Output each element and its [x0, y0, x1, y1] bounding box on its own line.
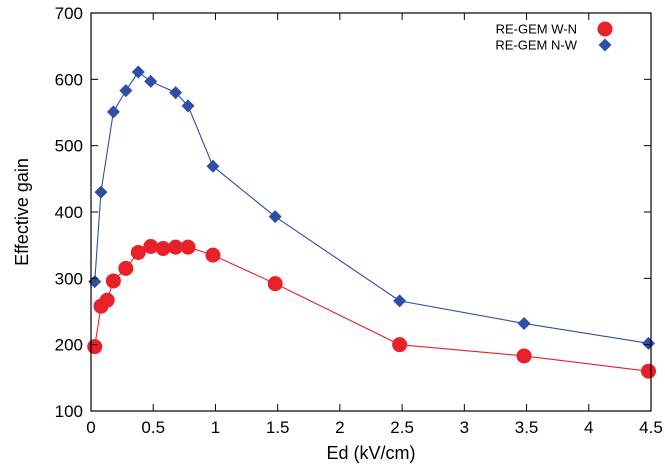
x-tick-label: 2.5: [390, 418, 414, 437]
x-tick-label: 0: [86, 418, 95, 437]
x-axis-title: Ed (kV/cm): [326, 443, 415, 463]
x-tick-label: 0.5: [141, 418, 165, 437]
data-point-re-gem-w-n: [155, 240, 171, 256]
data-point-re-gem-w-n: [267, 276, 283, 292]
data-point-re-gem-n-w: [169, 86, 183, 100]
data-point-re-gem-n-w: [268, 210, 282, 224]
legend-marker: [598, 38, 612, 52]
data-point-re-gem-w-n: [87, 339, 103, 355]
series-re-gem-n-w: [88, 65, 656, 350]
data-point-re-gem-w-n: [641, 363, 657, 379]
x-tick-label: 4.5: [639, 418, 663, 437]
data-point-re-gem-n-w: [144, 74, 158, 88]
y-tick-label: 400: [55, 203, 83, 222]
y-tick-label: 700: [55, 4, 83, 23]
data-point-re-gem-w-n: [516, 348, 532, 364]
legend-label: RE-GEM W-N: [496, 22, 577, 37]
legend-marker: [597, 21, 613, 37]
series-line-re-gem-w-n: [94, 245, 649, 372]
data-point-re-gem-n-w: [181, 99, 195, 113]
series-re-gem-w-n: [87, 238, 657, 379]
y-tick-label: 600: [55, 70, 83, 89]
data-point-re-gem-n-w: [206, 159, 220, 173]
plot-frame: [90, 12, 652, 412]
data-point-re-gem-w-n: [99, 292, 115, 308]
y-tick-label: 200: [55, 336, 83, 355]
data-point-re-gem-w-n: [205, 247, 221, 263]
data-point-re-gem-w-n: [118, 260, 134, 276]
data-point-re-gem-n-w: [517, 316, 531, 330]
legend-label: RE-GEM N-W: [495, 38, 577, 53]
data-point-re-gem-w-n: [130, 244, 146, 260]
data-point-re-gem-w-n: [105, 273, 121, 289]
legend: RE-GEM W-NRE-GEM N-W: [495, 21, 613, 53]
x-tick-label: 2: [335, 418, 344, 437]
data-point-re-gem-w-n: [180, 239, 196, 255]
data-point-re-gem-n-w: [131, 65, 145, 79]
data-point-re-gem-n-w: [642, 336, 656, 350]
y-tick-label: 100: [55, 402, 83, 421]
data-point-re-gem-w-n: [392, 337, 408, 353]
data-point-re-gem-n-w: [119, 84, 133, 98]
data-point-re-gem-n-w: [88, 275, 102, 289]
ticks-layer: 0 0.5 1 1.5 2 2.5 3 3.5 4 4.5 100 200 300 400 500 600 70…: [55, 4, 663, 437]
x-tick-label: 1.5: [266, 418, 290, 437]
y-axis-title: Effective gain: [12, 158, 32, 266]
x-tick-label: 3: [460, 418, 469, 437]
data-point-re-gem-w-n: [168, 239, 184, 255]
x-tick-label: 1: [211, 418, 220, 437]
data-point-re-gem-n-w: [393, 294, 407, 308]
x-tick-label: 3.5: [515, 418, 539, 437]
data-point-re-gem-w-n: [143, 238, 159, 254]
y-tick-label: 500: [55, 137, 83, 156]
series-line-re-gem-n-w: [94, 71, 649, 344]
x-tick-label: 4: [584, 418, 593, 437]
marks-layer: [87, 65, 657, 379]
data-point-re-gem-n-w: [106, 105, 120, 119]
y-tick-label: 300: [55, 269, 83, 288]
data-point-re-gem-n-w: [94, 185, 108, 199]
